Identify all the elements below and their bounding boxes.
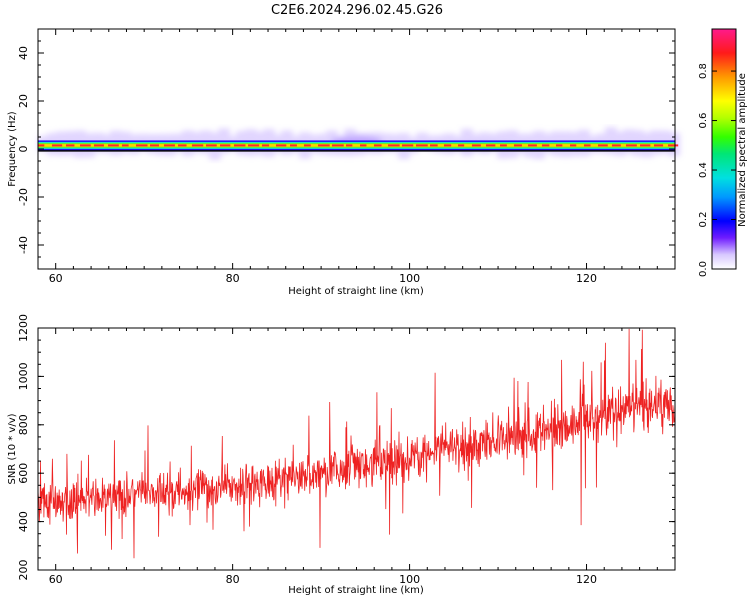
band-peak xyxy=(528,144,537,147)
x-tick-label: 100 xyxy=(399,573,420,586)
band-peak xyxy=(486,144,496,147)
band-peak xyxy=(248,144,260,147)
x-tick-label: 60 xyxy=(49,272,63,285)
y-tick-label: -20 xyxy=(17,188,30,206)
colorbar: 0.0 0.2 0.4 0.6 0.8 Normalized spectral ampl… xyxy=(698,28,748,277)
y-tick-label: 400 xyxy=(17,511,30,532)
snr-axes: 60 80 100 120 1200 1000 800 600 400 200 xyxy=(17,314,676,586)
band-peak xyxy=(598,144,608,147)
band-peak xyxy=(164,144,175,147)
snr-plot-area xyxy=(37,327,676,571)
colorbar-tick-label: 0.8 xyxy=(698,63,709,79)
band-peak xyxy=(514,144,522,147)
x-tick-label: 60 xyxy=(49,573,63,586)
band-peak xyxy=(178,144,187,147)
colorbar-tick-label: 0.6 xyxy=(698,113,709,129)
y-tick-label: 1200 xyxy=(17,314,30,342)
x-tick-label: 80 xyxy=(226,573,240,586)
y-tick-label: 200 xyxy=(17,560,30,581)
colorbar-gradient xyxy=(712,29,736,269)
band-peak xyxy=(318,144,330,147)
band-peak xyxy=(556,144,563,147)
band-peak xyxy=(626,144,637,147)
band-peak xyxy=(640,144,651,147)
colorbar-tick-label: 0.0 xyxy=(698,261,709,277)
band-peak xyxy=(402,144,414,147)
band-peak xyxy=(234,144,246,147)
spectrogram-band xyxy=(37,28,680,270)
band-peak xyxy=(654,144,664,147)
band-peak xyxy=(80,144,91,147)
band-peak xyxy=(416,144,428,147)
band-peak xyxy=(360,144,367,147)
band-peak xyxy=(136,144,148,147)
band-peak xyxy=(52,144,63,147)
spectrogram-ylabel: Frequency (Hz) xyxy=(7,111,18,187)
colorbar-frame xyxy=(711,28,737,270)
band-peak xyxy=(276,144,287,147)
spectrogram-xlabel: Height of straight line (km) xyxy=(288,286,424,297)
band-peak xyxy=(500,144,507,147)
snr-line xyxy=(38,328,675,559)
x-tick-label: 120 xyxy=(576,272,597,285)
spectrogram-panel: 60 80 100 120 40 20 0 -20 -40 Height of straight… xyxy=(7,28,680,297)
colorbar-tick-label: 0.2 xyxy=(698,212,709,228)
colorbar-axis: 0.0 0.2 0.4 0.6 0.8 xyxy=(698,28,737,277)
band-peak xyxy=(472,144,481,147)
snr-ylabel: SNR (10 * v/v) xyxy=(7,413,18,484)
band-peak xyxy=(346,144,353,147)
band-peak xyxy=(206,144,217,147)
y-tick-label: 800 xyxy=(17,414,30,435)
snr-panel: 60 80 100 120 1200 1000 800 600 400 200 Height of… xyxy=(7,314,676,596)
y-tick-label: 40 xyxy=(17,46,30,60)
snr-xlabel: Height of straight line (km) xyxy=(288,585,424,596)
band-peak xyxy=(612,144,621,147)
band-peak xyxy=(430,144,438,147)
band-peak xyxy=(220,144,231,147)
y-tick-label: 20 xyxy=(17,94,30,108)
y-tick-label: 1000 xyxy=(17,362,30,390)
band-peak xyxy=(150,144,160,147)
y-tick-label: -40 xyxy=(17,236,30,254)
band-core xyxy=(38,144,675,147)
band-peak xyxy=(66,144,75,147)
band-peak xyxy=(584,144,591,147)
band-peak xyxy=(38,144,45,147)
band-peak xyxy=(374,144,382,147)
band-peak xyxy=(458,144,465,147)
band-peak xyxy=(570,144,577,147)
band-peak xyxy=(668,144,679,147)
x-tick-label: 100 xyxy=(399,272,420,285)
x-tick-label: 120 xyxy=(576,573,597,586)
band-peak xyxy=(290,144,297,147)
y-tick-label: 0 xyxy=(17,146,30,153)
band-peak xyxy=(388,144,400,147)
band-peak xyxy=(108,144,119,147)
band-peak xyxy=(542,144,550,147)
band-peak xyxy=(262,144,270,147)
x-tick-label: 80 xyxy=(226,272,240,285)
band-peak xyxy=(304,144,311,147)
band-peak xyxy=(444,144,452,147)
band-peak xyxy=(94,144,104,147)
band-peak xyxy=(122,144,129,147)
band-peak xyxy=(192,144,204,147)
spectrogram-axes: 60 80 100 120 40 20 0 -20 -40 xyxy=(17,28,676,285)
band-peak xyxy=(332,144,344,147)
colorbar-label: Normalized spectral amplitude xyxy=(737,73,748,227)
colorbar-tick-label: 0.4 xyxy=(698,162,709,178)
figure-title: C2E6.2024.296.02.45.G26 xyxy=(271,3,443,18)
y-tick-label: 600 xyxy=(17,463,30,484)
